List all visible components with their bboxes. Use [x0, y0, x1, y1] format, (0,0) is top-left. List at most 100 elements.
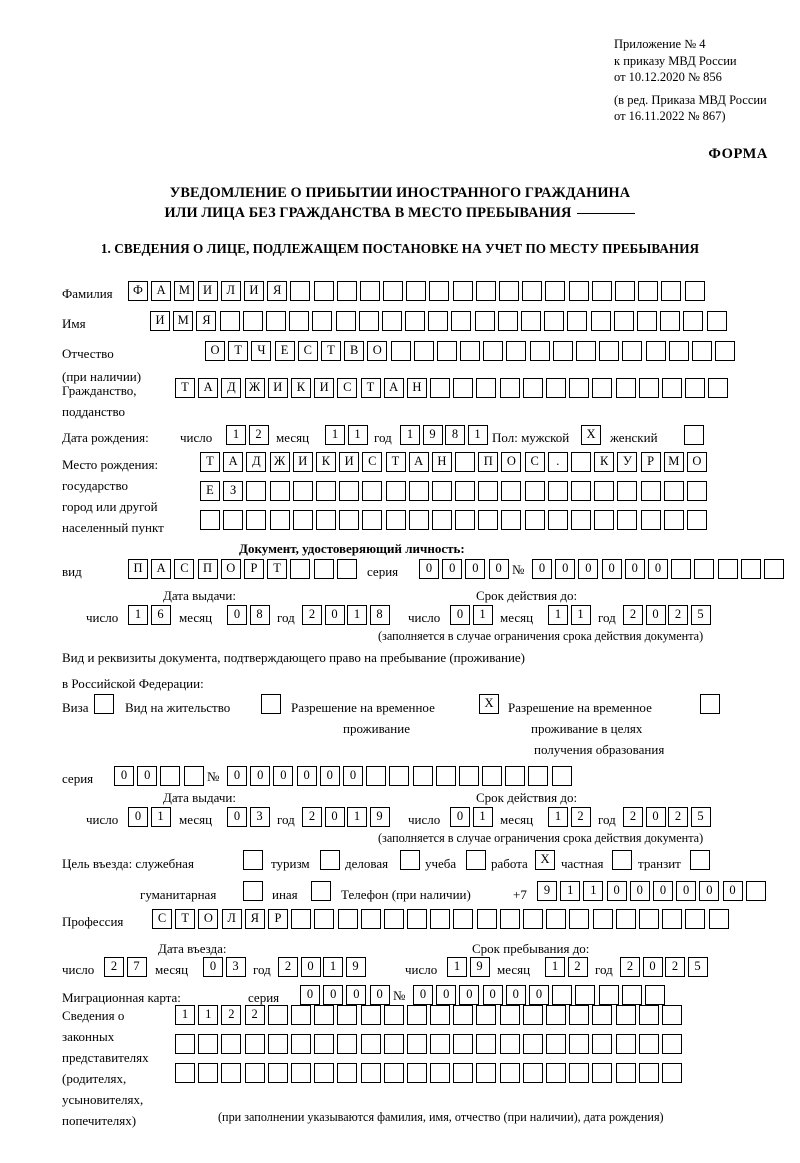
form-cell[interactable]: 2 — [104, 957, 124, 977]
form-cell[interactable]: С — [337, 378, 358, 398]
form-cell[interactable] — [499, 378, 520, 398]
form-cell[interactable] — [358, 311, 379, 331]
form-cell[interactable]: У — [617, 452, 638, 472]
form-cell[interactable]: Д — [246, 452, 267, 472]
form-cell[interactable] — [522, 378, 543, 398]
form-cell[interactable]: 0 — [413, 985, 433, 1005]
form-cell[interactable] — [638, 1005, 659, 1025]
form-cell[interactable] — [429, 281, 450, 301]
form-cell[interactable]: Е — [200, 481, 220, 501]
form-cell[interactable] — [291, 909, 312, 929]
form-cell[interactable]: 5 — [690, 807, 711, 827]
form-cell[interactable]: 1 — [226, 425, 246, 445]
form-cell[interactable] — [339, 481, 360, 501]
form-cell[interactable]: И — [339, 452, 360, 472]
form-cell[interactable] — [359, 281, 380, 301]
form-cell[interactable] — [292, 481, 313, 501]
form-cell[interactable]: М — [173, 311, 194, 331]
form-cell[interactable] — [455, 481, 476, 501]
form-cell[interactable] — [640, 481, 661, 501]
residence-permit-checkbox[interactable] — [261, 694, 281, 714]
form-cell[interactable]: 1 — [347, 605, 367, 625]
form-cell[interactable] — [567, 311, 588, 331]
form-cell[interactable] — [499, 281, 519, 301]
form-cell[interactable] — [407, 909, 428, 929]
form-cell[interactable] — [483, 341, 504, 361]
form-cell[interactable]: 0 — [488, 559, 509, 579]
form-cell[interactable] — [592, 378, 613, 398]
form-cell[interactable] — [546, 378, 566, 398]
form-cell[interactable] — [691, 341, 712, 361]
form-cell[interactable] — [615, 1034, 636, 1054]
form-cell[interactable]: 0 — [203, 957, 223, 977]
form-cell[interactable] — [528, 766, 549, 786]
form-cell[interactable]: 0 — [346, 985, 367, 1005]
form-cell[interactable] — [269, 510, 290, 530]
form-cell[interactable]: 1 — [325, 425, 345, 445]
form-cell[interactable]: 0 — [323, 985, 344, 1005]
form-cell[interactable]: 6 — [150, 605, 171, 625]
form-cell[interactable] — [385, 510, 406, 530]
form-cell[interactable] — [430, 909, 451, 929]
form-cell[interactable]: 0 — [450, 605, 470, 625]
purpose-tourism-checkbox[interactable] — [320, 850, 340, 870]
form-cell[interactable] — [592, 909, 613, 929]
form-cell[interactable] — [244, 1063, 265, 1083]
form-cell[interactable]: 0 — [465, 559, 486, 579]
form-cell[interactable] — [453, 1034, 474, 1054]
form-cell[interactable]: П — [478, 452, 499, 472]
form-cell[interactable] — [552, 985, 573, 1005]
form-cell[interactable] — [592, 1005, 613, 1025]
form-cell[interactable]: 0 — [436, 985, 457, 1005]
form-cell[interactable] — [453, 1063, 474, 1083]
form-cell[interactable]: З — [223, 481, 244, 501]
form-cell[interactable]: 0 — [629, 881, 650, 901]
form-cell[interactable]: Т — [360, 378, 381, 398]
form-cell[interactable]: 0 — [645, 605, 666, 625]
form-cell[interactable] — [360, 909, 381, 929]
form-cell[interactable]: 2 — [620, 957, 640, 977]
form-cell[interactable] — [290, 1063, 311, 1083]
form-cell[interactable] — [638, 281, 659, 301]
birth-place-row-3[interactable] — [200, 510, 707, 530]
form-cell[interactable]: 2 — [668, 807, 688, 827]
form-cell[interactable] — [219, 311, 240, 331]
form-cell[interactable] — [242, 311, 263, 331]
form-cell[interactable]: О — [367, 341, 388, 361]
form-cell[interactable]: 3 — [249, 807, 270, 827]
form-cell[interactable] — [435, 766, 456, 786]
form-cell[interactable] — [383, 909, 404, 929]
form-cell[interactable]: 0 — [227, 766, 247, 786]
form-cell[interactable] — [458, 766, 479, 786]
form-cell[interactable] — [362, 481, 383, 501]
form-cell[interactable] — [661, 1034, 682, 1054]
form-cell[interactable] — [717, 559, 738, 579]
form-cell[interactable]: 0 — [300, 957, 321, 977]
form-cell[interactable] — [640, 510, 661, 530]
form-cell[interactable] — [383, 281, 404, 301]
form-cell[interactable] — [160, 766, 181, 786]
form-cell[interactable] — [638, 909, 659, 929]
form-cell[interactable] — [406, 281, 427, 301]
form-cell[interactable]: 0 — [601, 559, 622, 579]
form-cell[interactable] — [661, 378, 682, 398]
form-cell[interactable]: 0 — [369, 985, 390, 1005]
form-cell[interactable]: Н — [431, 452, 452, 472]
form-cell[interactable] — [506, 341, 527, 361]
purpose-study-checkbox[interactable] — [466, 850, 486, 870]
form-cell[interactable] — [521, 311, 541, 331]
form-cell[interactable] — [314, 1034, 335, 1054]
form-cell[interactable] — [622, 341, 643, 361]
form-cell[interactable] — [313, 281, 334, 301]
